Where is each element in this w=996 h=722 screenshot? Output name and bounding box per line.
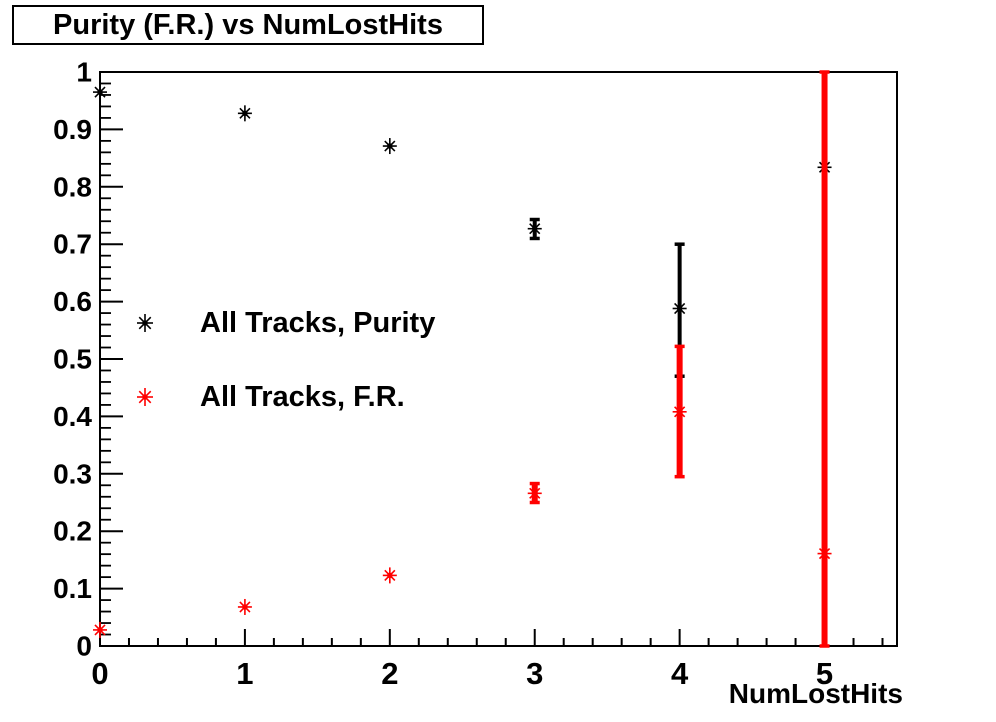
asterisk-marker-icon bbox=[527, 485, 542, 502]
asterisk-marker-icon bbox=[382, 567, 397, 584]
asterisk-marker-icon bbox=[93, 84, 107, 101]
legend-label-fr: All Tracks, F.R. bbox=[200, 381, 405, 413]
asterisk-marker-icon bbox=[137, 388, 153, 406]
x-tick-label: 5 bbox=[816, 656, 833, 691]
page-title: Purity (F.R.) vs NumLostHits bbox=[53, 8, 443, 41]
y-tick-label: 0 bbox=[76, 631, 92, 662]
legend-item-fr: All Tracks, F.R. bbox=[137, 381, 405, 413]
y-tick-label: 0.1 bbox=[53, 573, 92, 604]
asterisk-marker-icon bbox=[382, 138, 397, 155]
asterisk-marker-icon bbox=[137, 314, 153, 332]
x-tick-label: 4 bbox=[671, 656, 689, 691]
asterisk-marker-icon bbox=[237, 598, 252, 615]
asterisk-marker-icon bbox=[93, 621, 107, 638]
asterisk-marker-icon bbox=[527, 220, 542, 237]
x-axis-title: NumLostHits bbox=[729, 678, 903, 709]
title-box: Purity (F.R.) vs NumLostHits bbox=[12, 5, 484, 45]
y-tick-label: 0.4 bbox=[53, 401, 92, 432]
series-fr bbox=[93, 70, 832, 648]
x-tick-label: 2 bbox=[381, 656, 398, 691]
asterisk-marker-icon bbox=[672, 300, 687, 317]
y-tick-label: 0.6 bbox=[53, 286, 92, 317]
asterisk-marker-icon bbox=[137, 388, 153, 406]
y-tick-label: 0.2 bbox=[53, 516, 92, 547]
y-tick-label: 0.9 bbox=[53, 114, 92, 145]
x-tick-label: 3 bbox=[526, 656, 543, 691]
y-tick-label: 0.5 bbox=[53, 344, 92, 375]
y-tick-label: 0.7 bbox=[53, 229, 92, 260]
x-tick-label: 0 bbox=[91, 656, 108, 691]
asterisk-marker-icon bbox=[817, 545, 832, 562]
asterisk-marker-icon bbox=[237, 105, 252, 122]
legend-label-purity: All Tracks, Purity bbox=[200, 307, 435, 339]
y-tick-label: 0.3 bbox=[53, 458, 92, 489]
data-series bbox=[93, 70, 832, 648]
axes: 0 1 2 3 4 5 0 0.1 0.2 0.3 0.4 0.5 0.6 0.7 0.8 0.9 1 bbox=[53, 57, 898, 691]
legend: All Tracks, Purity All Tracks, F.R. bbox=[137, 307, 435, 413]
legend-item-purity: All Tracks, Purity bbox=[137, 307, 435, 339]
asterisk-marker-icon bbox=[672, 403, 687, 420]
y-tick-label: 1 bbox=[76, 57, 92, 88]
plot-frame bbox=[99, 71, 898, 647]
y-tick-label: 0.8 bbox=[53, 171, 92, 202]
x-tick-label: 1 bbox=[236, 656, 253, 691]
asterisk-marker-icon bbox=[137, 314, 153, 332]
